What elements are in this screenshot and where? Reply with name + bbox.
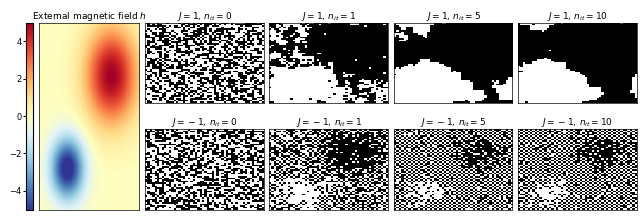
Title: $J=-1,\, n_{it}=1$: $J=-1,\, n_{it}=1$ (296, 116, 362, 129)
Title: External magnetic field $h$: External magnetic field $h$ (31, 10, 147, 23)
Title: $J=1,\, n_{it}=1$: $J=1,\, n_{it}=1$ (301, 10, 356, 23)
Title: $J=1,\, n_{it}=10$: $J=1,\, n_{it}=10$ (547, 10, 608, 23)
Title: $J=-1,\, n_{it}=0$: $J=-1,\, n_{it}=0$ (172, 116, 237, 129)
Title: $J=1,\, n_{it}=5$: $J=1,\, n_{it}=5$ (426, 10, 481, 23)
Title: $J=-1,\, n_{it}=10$: $J=-1,\, n_{it}=10$ (541, 116, 614, 129)
Title: $J=1,\, n_{it}=0$: $J=1,\, n_{it}=0$ (177, 10, 232, 23)
Title: $J=-1,\, n_{it}=5$: $J=-1,\, n_{it}=5$ (420, 116, 486, 129)
